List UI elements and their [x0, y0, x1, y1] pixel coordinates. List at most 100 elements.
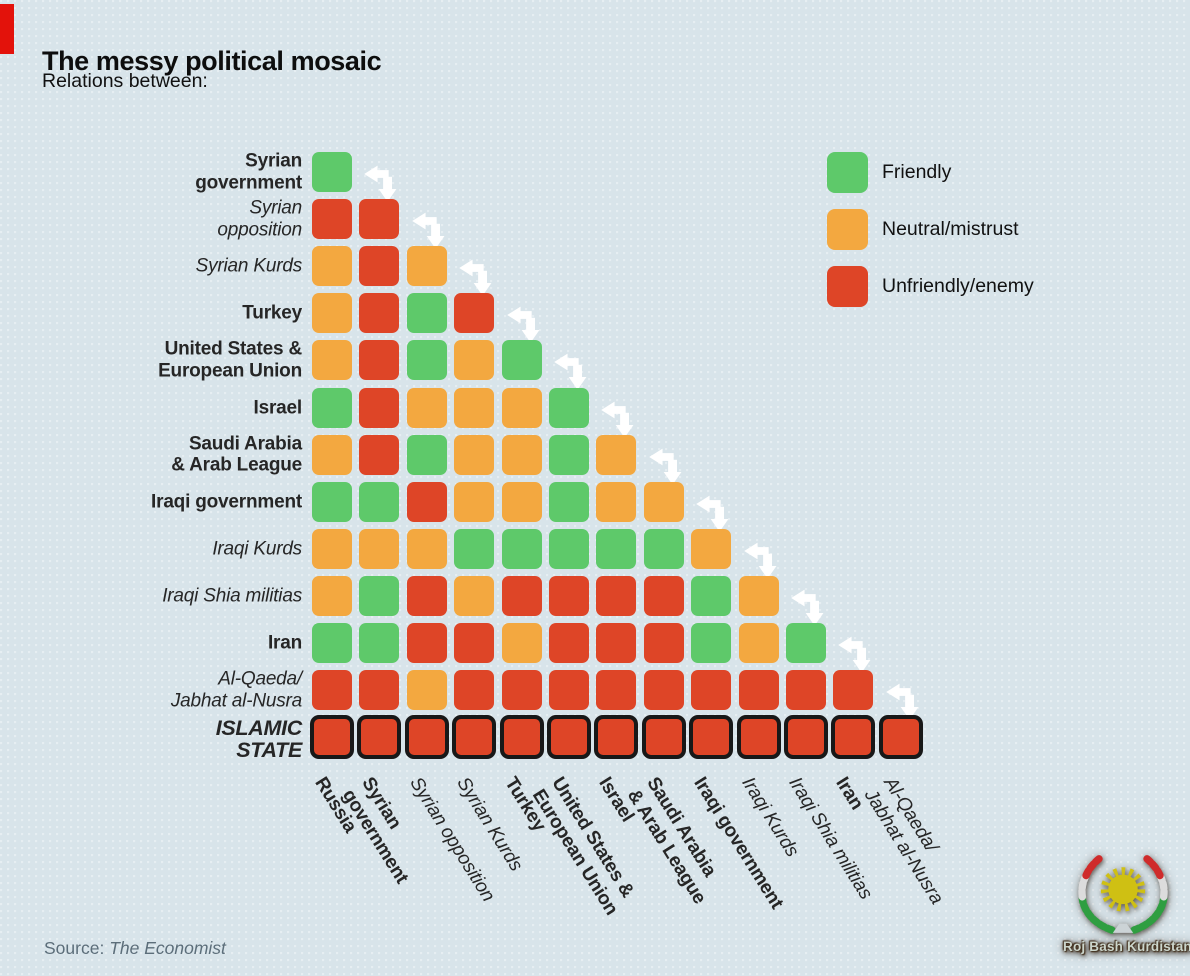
cell-iran-vs-united-states-european-union — [549, 623, 589, 663]
cell-syrian-kurds-vs-russia — [312, 246, 352, 287]
row-label-line: Saudi Arabia — [188, 433, 302, 455]
cell-al-qaeda-jabhat-al-nusra-vs-russia — [312, 670, 352, 711]
row-label-line: Syrian — [245, 150, 302, 172]
row-label-line: Al-Qaeda/ — [218, 668, 302, 690]
cell-iraqi-government-vs-syrian-opposition — [406, 481, 447, 522]
cell-iran-vs-syrian-government — [359, 623, 400, 663]
mutual-relation-arrow — [886, 682, 922, 722]
cell-saudi-arabia-arab-league-vs-turkey — [501, 434, 542, 475]
row-label-iran: Iran — [0, 632, 302, 654]
cell-turkey-vs-russia — [312, 293, 352, 334]
cell-syrian-opposition-vs-russia — [312, 199, 352, 240]
cell-islamic-state-vs-iraqi-shia-militias — [784, 715, 828, 760]
cell-saudi-arabia-arab-league-vs-syrian-opposition — [406, 434, 447, 475]
row-label-syrian-kurds: Syrian Kurds — [0, 255, 303, 277]
economist-red-tab — [0, 4, 14, 54]
row-label-united-states-european-union: United States & European Union — [0, 339, 302, 382]
cell-islamic-state-vs-syrian-kurds — [452, 715, 497, 760]
cell-iran-vs-syrian-opposition — [406, 623, 447, 663]
cell-iraqi-government-vs-israel — [596, 481, 637, 522]
cell-iraqi-kurds-vs-syrian-kurds — [454, 528, 495, 569]
cell-saudi-arabia-arab-league-vs-united-states-european-union — [549, 434, 589, 475]
cell-al-qaeda-jabhat-al-nusra-vs-syrian-government — [359, 670, 400, 711]
cell-iraqi-government-vs-syrian-government — [359, 481, 400, 522]
cell-syrian-kurds-vs-syrian-government — [359, 246, 400, 287]
row-label-line: United States & — [164, 338, 303, 360]
cell-israel-vs-united-states-european-union — [549, 387, 589, 428]
cell-islamic-state-vs-saudi-arabia-arab-league — [641, 715, 686, 760]
cell-iraqi-shia-militias-vs-syrian-opposition — [406, 575, 447, 616]
cell-iraqi-shia-militias-vs-russia — [312, 575, 352, 616]
row-label-iraqi-shia-militias: Iraqi Shia militias — [0, 585, 302, 607]
cell-saudi-arabia-arab-league-vs-israel — [596, 434, 637, 475]
mutual-relation-arrow — [696, 494, 732, 534]
kurdistan-wreath-sun-icon — [1078, 855, 1168, 934]
row-label-line: Iraqi Shia militias — [162, 585, 302, 607]
cell-islamic-state-vs-iraqi-government — [689, 715, 734, 760]
cell-iraqi-government-vs-united-states-european-union — [549, 481, 589, 522]
cell-iran-vs-syrian-kurds — [454, 623, 495, 663]
cell-al-qaeda-jabhat-al-nusra-vs-saudi-arabia-arab-league — [643, 670, 684, 711]
cell-al-qaeda-jabhat-al-nusra-vs-israel — [596, 670, 637, 711]
cell-iran-vs-iraqi-kurds — [738, 623, 779, 663]
mutual-relation-arrow — [791, 588, 827, 628]
cell-islamic-state-vs-syrian-opposition — [404, 715, 449, 760]
cell-iraqi-shia-militias-vs-israel — [596, 575, 637, 616]
row-label-syrian-government: Syrian government — [0, 151, 302, 194]
cell-saudi-arabia-arab-league-vs-syrian-government — [359, 434, 400, 475]
cell-islamic-state-vs-syrian-government — [357, 715, 402, 760]
col-label-iraqi-shia-militias: Iraqi Shia militias — [783, 773, 877, 904]
cell-iraqi-government-vs-russia — [312, 481, 352, 522]
mutual-relation-arrow — [838, 635, 874, 675]
cell-united-states-european-union-vs-syrian-kurds — [454, 340, 495, 381]
cell-israel-vs-syrian-opposition — [406, 387, 447, 428]
cell-syrian-government-vs-russia — [312, 152, 352, 192]
cell-iraqi-shia-militias-vs-turkey — [501, 575, 542, 616]
cell-syrian-kurds-vs-syrian-opposition — [406, 246, 447, 287]
cell-iran-vs-israel — [596, 623, 637, 663]
cell-united-states-european-union-vs-russia — [312, 340, 352, 381]
mutual-relation-arrow — [459, 258, 495, 298]
cell-iraqi-kurds-vs-syrian-opposition — [406, 528, 447, 569]
cell-iraqi-shia-militias-vs-iraqi-government — [691, 575, 732, 616]
cell-al-qaeda-jabhat-al-nusra-vs-iraqi-kurds — [738, 670, 779, 711]
cell-iraqi-shia-militias-vs-syrian-government — [359, 575, 400, 616]
source-name: The Economist — [109, 938, 226, 958]
row-label-syrian-opposition: Syrian opposition — [0, 198, 302, 241]
row-label-line: Turkey — [242, 302, 302, 324]
row-label-iraqi-government: Iraqi government — [0, 491, 302, 513]
page-title: The messy political mosaic — [42, 46, 382, 77]
row-label-iraqi-kurds: Iraqi Kurds — [0, 538, 302, 560]
cell-iran-vs-iraqi-shia-militias — [786, 623, 826, 663]
cell-iraqi-kurds-vs-united-states-european-union — [549, 528, 589, 569]
cell-islamic-state-vs-iran — [831, 715, 876, 760]
cell-israel-vs-russia — [312, 387, 352, 428]
cell-iraqi-kurds-vs-syrian-government — [359, 528, 400, 569]
cell-iran-vs-turkey — [501, 623, 542, 663]
cell-iraqi-kurds-vs-turkey — [501, 528, 542, 569]
row-label-line: Iran — [267, 632, 302, 654]
cell-united-states-european-union-vs-syrian-government — [359, 340, 400, 381]
row-label-line: STATE — [236, 738, 302, 763]
cell-al-qaeda-jabhat-al-nusra-vs-iraqi-government — [691, 670, 732, 711]
cell-islamic-state-vs-turkey — [499, 715, 544, 760]
cell-al-qaeda-jabhat-al-nusra-vs-syrian-opposition — [406, 670, 447, 711]
legend-swatch-friendly — [827, 152, 868, 193]
cell-iraqi-shia-militias-vs-saudi-arabia-arab-league — [643, 575, 684, 616]
cell-turkey-vs-syrian-government — [359, 293, 400, 334]
mutual-relation-arrow — [554, 352, 590, 392]
cell-islamic-state-vs-al-qaeda-jabhat-al-nusra — [878, 715, 923, 760]
cell-al-qaeda-jabhat-al-nusra-vs-turkey — [501, 670, 542, 711]
row-label-line: Iraqi government — [151, 490, 302, 512]
mutual-relation-arrow — [364, 164, 400, 204]
mutual-relation-arrow — [649, 447, 685, 487]
cell-islamic-state-vs-russia — [310, 715, 354, 760]
row-label-line: Iraqi Kurds — [212, 538, 302, 560]
cell-turkey-vs-syrian-kurds — [454, 293, 495, 334]
cell-al-qaeda-jabhat-al-nusra-vs-iran — [833, 670, 874, 711]
cell-iraqi-kurds-vs-saudi-arabia-arab-league — [643, 528, 684, 569]
legend-item-neutral-mistrust: Neutral/mistrust — [827, 209, 1034, 250]
legend-label: Neutral/mistrust — [882, 218, 1019, 240]
cell-iraqi-shia-militias-vs-iraqi-kurds — [738, 575, 779, 616]
